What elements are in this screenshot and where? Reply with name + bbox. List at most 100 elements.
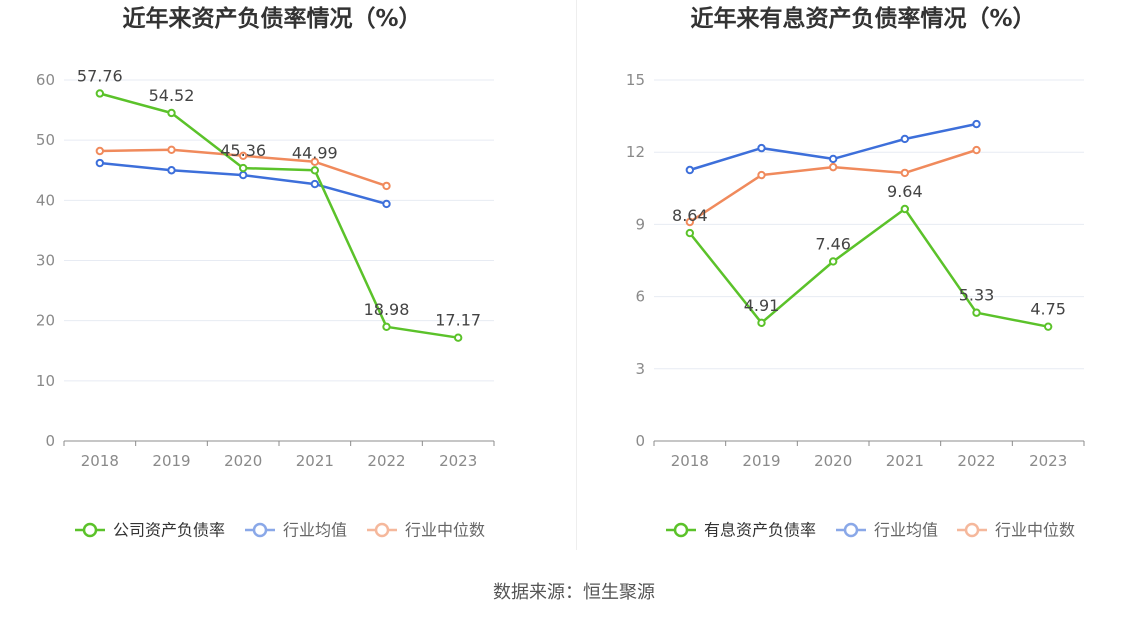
chart-2-industry-average-point-2020[interactable] — [828, 154, 838, 164]
chart-1-data-labels: 57.76 54.52 45.36 44.99 18.98 17.17 — [77, 66, 481, 329]
chart-1-industry-average-point-2018[interactable] — [95, 158, 105, 168]
chart-2-legend-label: 有息资产负债率 — [704, 521, 816, 540]
chart-2-industry-average-point-2022[interactable] — [972, 119, 981, 129]
chart-1-industry-average-point-2021[interactable] — [310, 179, 320, 189]
chart-2-legend-item-industry-average[interactable]: 行业均值 — [836, 521, 938, 540]
chart-1-primary-ratio-data-label-2019: 54.52 — [149, 86, 195, 105]
chart-1-primary-ratio-data-label-2018: 57.76 — [77, 66, 123, 85]
chart-2-legend: 有息资产负债率 行业均值 行业中位数 — [666, 521, 1075, 540]
chart-2-primary-ratio-point-2018[interactable] — [685, 228, 695, 238]
chart-2-primary-ratio-point-2021[interactable] — [900, 204, 910, 214]
chart-1-axes: 0 10 20 30 40 50 60 2018 2019 2020 2021 2022 2023 — [36, 71, 495, 470]
chart-2-industry-average-point-2019[interactable] — [757, 143, 766, 153]
chart-2-primary-ratio-point-2023[interactable] — [1043, 322, 1053, 331]
legend-line-marker-icon — [367, 522, 397, 538]
chart-2-industry-median-series — [685, 145, 981, 227]
chart-2-industry-median-point-2022[interactable] — [972, 145, 981, 155]
chart-2-primary-ratio-data-label-2023: 4.75 — [1030, 300, 1066, 319]
chart-1-x-tick-label: 2023 — [439, 452, 477, 470]
chart-2: 近年来有息资产负债率情况（%） 0 3 6 9 12 15 2018 2019 2020 2021 2… — [626, 5, 1085, 540]
chart-1-y-tick-label: 50 — [36, 131, 55, 149]
chart-2-primary-ratio-data-label-2019: 4.91 — [744, 296, 780, 315]
chart-1-primary-ratio-data-label-2020: 45.36 — [220, 141, 266, 160]
chart-2-primary-ratio-data-label-2022: 5.33 — [959, 286, 995, 305]
chart-1-primary-ratio-line — [98, 92, 460, 339]
chart-1-legend: 公司资产负债率 行业均值 行业中位数 — [75, 521, 485, 540]
chart-2-primary-ratio-point-2022[interactable] — [972, 308, 981, 317]
chart-2-primary-ratio-point-2020[interactable] — [828, 257, 838, 266]
chart-2-legend-item-primary-ratio[interactable]: 有息资产负债率 — [666, 521, 816, 540]
chart-1-industry-median-point-2021[interactable] — [310, 157, 320, 167]
chart-2-industry-average-point-2021[interactable] — [900, 134, 910, 144]
chart-1-legend-item-industry-median[interactable]: 行业中位数 — [367, 521, 485, 540]
chart-1-primary-ratio-series — [95, 89, 463, 342]
chart-2-x-tick-label: 2022 — [957, 452, 995, 470]
legend-line-marker-icon — [666, 522, 696, 538]
chart-2-legend-label: 行业均值 — [874, 521, 938, 540]
chart-1-y-tick-label: 60 — [36, 71, 55, 89]
chart-2-y-tick-label: 3 — [635, 360, 645, 378]
chart-1-industry-average-point-2020[interactable] — [238, 170, 248, 180]
chart-2-industry-median-point-2020[interactable] — [828, 162, 838, 172]
chart-2-industry-median-point-2021[interactable] — [900, 168, 910, 178]
chart-1-x-tick-label: 2019 — [152, 452, 190, 470]
chart-1-industry-median-point-2022[interactable] — [382, 181, 391, 191]
chart-1-x-tick-label: 2022 — [367, 452, 405, 470]
chart-1-industry-average-series — [95, 158, 391, 209]
chart-2-industry-median-point-2019[interactable] — [757, 170, 766, 180]
chart-2-title: 近年来有息资产负债率情况（%） — [690, 5, 1035, 32]
chart-2-data-labels: 8.64 4.91 7.46 9.64 5.33 4.75 — [672, 182, 1066, 319]
chart-2-x-tick-label: 2018 — [671, 452, 709, 470]
legend-line-marker-icon — [245, 522, 275, 538]
chart-1-legend-item-primary-ratio[interactable]: 公司资产负债率 — [75, 521, 225, 540]
chart-2-y-tick-label: 15 — [626, 71, 645, 89]
chart-1-industry-median-point-2020[interactable] — [238, 151, 248, 161]
chart-2-primary-ratio-data-label-2021: 9.64 — [887, 182, 923, 201]
chart-2-primary-ratio-point-2019[interactable] — [757, 318, 766, 328]
chart-2-industry-average-point-2018[interactable] — [685, 165, 695, 175]
chart-1-industry-average-point-2022[interactable] — [382, 199, 391, 209]
legend-line-marker-icon — [836, 522, 866, 538]
chart-2-x-tick-label: 2023 — [1029, 452, 1067, 470]
chart-1-industry-median-series — [95, 145, 391, 191]
chart-1-primary-ratio-point-2019[interactable] — [167, 108, 176, 118]
chart-1-primary-ratio-point-2018[interactable] — [95, 89, 105, 98]
chart-2-plot-area — [685, 119, 1053, 331]
chart-2-y-tick-label: 0 — [635, 432, 645, 450]
chart-2-industry-median-point-2018[interactable] — [685, 217, 695, 227]
chart-1-x-tick-label: 2021 — [296, 452, 334, 470]
chart-1-x-tick-label: 2020 — [224, 452, 262, 470]
chart-2-x-tick-label: 2019 — [742, 452, 780, 470]
chart-1-primary-ratio-point-2022[interactable] — [382, 322, 391, 332]
chart-1-primary-ratio-point-2021[interactable] — [310, 166, 320, 175]
chart-2-axes: 0 3 6 9 12 15 2018 2019 2020 2021 2022 2023 — [626, 71, 1085, 470]
chart-1-legend-label: 公司资产负债率 — [113, 521, 225, 540]
legend-line-marker-icon — [957, 522, 987, 538]
chart-1-legend-label: 行业均值 — [283, 521, 347, 540]
legend-line-marker-icon — [75, 522, 105, 538]
chart-1-y-tick-label: 30 — [36, 252, 55, 270]
chart-2-x-tick-label: 2021 — [886, 452, 924, 470]
chart-1-primary-ratio-point-2023[interactable] — [453, 333, 463, 342]
chart-2-primary-ratio-data-label-2020: 7.46 — [815, 234, 851, 253]
chart-1-plot-area — [95, 89, 463, 342]
chart-1-x-tick-label: 2018 — [81, 452, 119, 470]
chart-1-industry-average-point-2019[interactable] — [167, 166, 176, 175]
chart-2-legend-item-industry-median[interactable]: 行业中位数 — [957, 521, 1075, 540]
chart-1-primary-ratio-data-label-2021: 44.99 — [292, 143, 338, 162]
chart-1-legend-item-industry-average[interactable]: 行业均值 — [245, 521, 347, 540]
chart-1-legend-label: 行业中位数 — [405, 521, 485, 540]
chart-1-industry-median-point-2019[interactable] — [167, 145, 176, 154]
chart-1-y-tick-label: 40 — [36, 191, 55, 209]
chart-1-primary-ratio-point-2020[interactable] — [238, 163, 248, 173]
chart-1-y-tick-label: 20 — [36, 312, 55, 330]
chart-1-industry-median-point-2018[interactable] — [95, 146, 105, 156]
chart-1-primary-ratio-data-label-2023: 17.17 — [435, 311, 481, 330]
chart-1: 近年来资产负债率情况（%） 0 10 20 30 40 50 60 2018 2019 2020 20… — [36, 5, 495, 540]
chart-2-primary-ratio-line — [688, 207, 1050, 328]
chart-2-y-tick-label: 9 — [635, 215, 645, 233]
chart-2-primary-ratio-data-label-2018: 8.64 — [672, 206, 708, 225]
